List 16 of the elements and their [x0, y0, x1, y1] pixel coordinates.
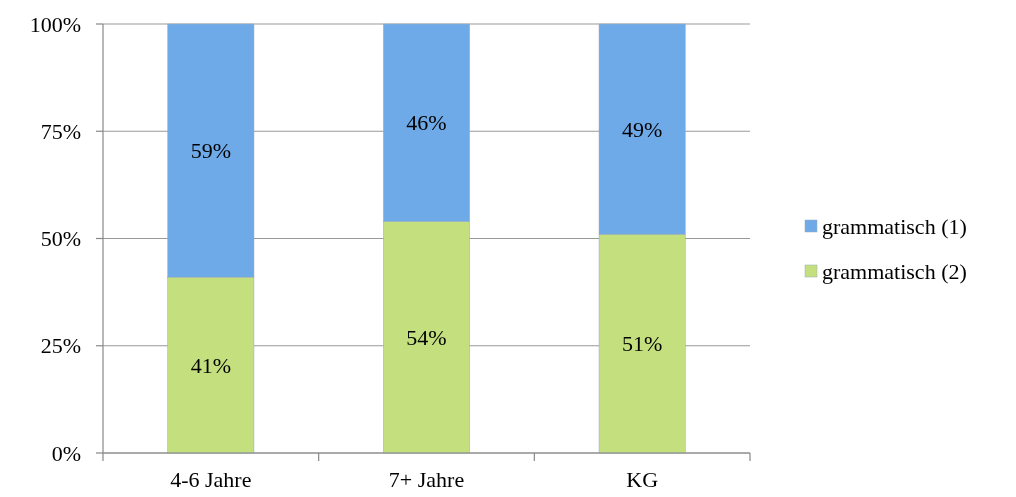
data-label: 54%: [406, 324, 447, 350]
data-label: 59%: [190, 138, 231, 164]
data-label: 41%: [190, 352, 231, 378]
y-tick-label: 75%: [40, 118, 81, 144]
x-tick-label: 4-6 Jahre: [170, 467, 252, 492]
x-tick-label: 7+ Jahre: [388, 467, 465, 492]
y-tick-label: 50%: [40, 226, 81, 251]
legend-label: grammatisch (2): [822, 258, 967, 284]
y-tick-label: 0%: [51, 440, 81, 466]
y-tick-label: 100%: [29, 11, 81, 37]
x-tick-label: KG: [626, 467, 659, 492]
legend-label: grammatisch (1): [822, 213, 967, 239]
data-label: 46%: [406, 110, 447, 136]
y-tick-label: 25%: [40, 333, 81, 359]
data-label: 49%: [622, 116, 663, 142]
data-label: 51%: [622, 331, 663, 357]
